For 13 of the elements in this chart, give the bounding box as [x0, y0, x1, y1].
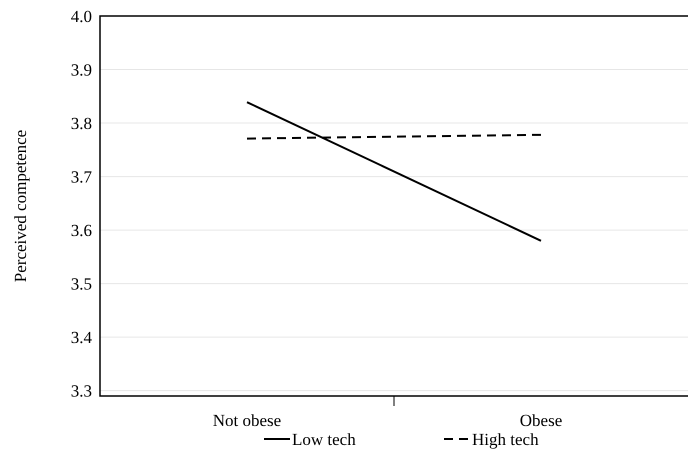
- y-tick-label: 3.5: [70, 274, 92, 294]
- y-tick-label: 3.8: [70, 114, 92, 133]
- y-tick-label: 4.0: [70, 6, 92, 26]
- y-tick-label: 3.9: [70, 60, 92, 80]
- y-tick-label: 3.6: [70, 221, 92, 240]
- legend-label: High tech: [472, 430, 540, 449]
- x-tick-label: Obese: [520, 411, 562, 430]
- x-tick-label: Not obese: [212, 411, 282, 430]
- legend-label: Low tech: [292, 430, 356, 449]
- y-tick-label: 3.7: [70, 168, 92, 187]
- y-tick-label: 3.3: [70, 382, 92, 401]
- y-axis-title: Perceived competence: [11, 130, 30, 282]
- y-tick-label: 3.4: [70, 328, 92, 348]
